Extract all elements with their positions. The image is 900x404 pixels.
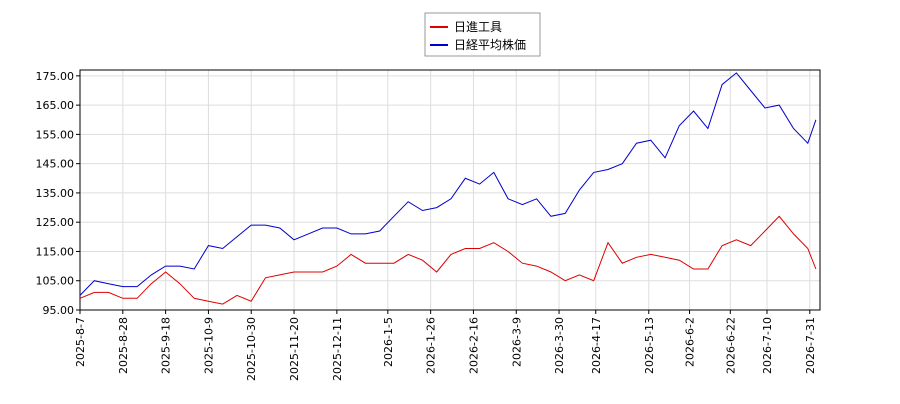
y-tick-label: 125.00 [36, 216, 75, 229]
x-tick-label: 2025-10-30 [245, 317, 258, 381]
x-tick-label: 2025-8-28 [117, 317, 130, 374]
x-tick-label: 2026-1-26 [425, 317, 438, 374]
x-tick-label: 2026-5-13 [643, 317, 656, 374]
legend-box [424, 12, 541, 57]
x-tick-label: 2026-3-30 [553, 317, 566, 374]
x-tick-label: 2025-9-18 [160, 317, 173, 374]
x-tick-label: 2026-2-16 [467, 317, 480, 374]
legend-label: 日進工具 [454, 20, 502, 34]
legend-label: 日経平均株価 [454, 37, 526, 52]
x-tick-label: 2025-11-20 [288, 317, 301, 381]
x-tick-label: 2026-3-9 [510, 317, 523, 367]
x-tick-label: 2025-10-9 [202, 317, 215, 374]
x-tick-label: 2026-7-10 [761, 317, 774, 374]
y-tick-label: 105.00 [36, 275, 75, 288]
y-tick-label: 145.00 [36, 158, 75, 171]
y-tick-label: 175.00 [36, 70, 75, 83]
y-tick-label: 115.00 [36, 245, 75, 258]
y-tick-label: 95.00 [43, 304, 75, 317]
x-tick-label: 2025-12-11 [331, 317, 344, 381]
x-tick-label: 2026-1-5 [382, 317, 395, 367]
y-tick-label: 165.00 [36, 99, 75, 112]
plot-frame [79, 69, 821, 311]
x-tick-label: 2026-4-17 [590, 317, 603, 374]
y-tick-label: 135.00 [36, 187, 75, 200]
series-line [79, 72, 817, 296]
series-line [79, 215, 817, 305]
x-tick-label: 2026-6-2 [684, 317, 697, 367]
x-tick-label: 2026-7-31 [804, 317, 817, 374]
x-tick-label: 2025-8-7 [74, 317, 87, 367]
y-tick-label: 155.00 [36, 128, 75, 141]
x-tick-label: 2026-6-22 [724, 317, 737, 374]
